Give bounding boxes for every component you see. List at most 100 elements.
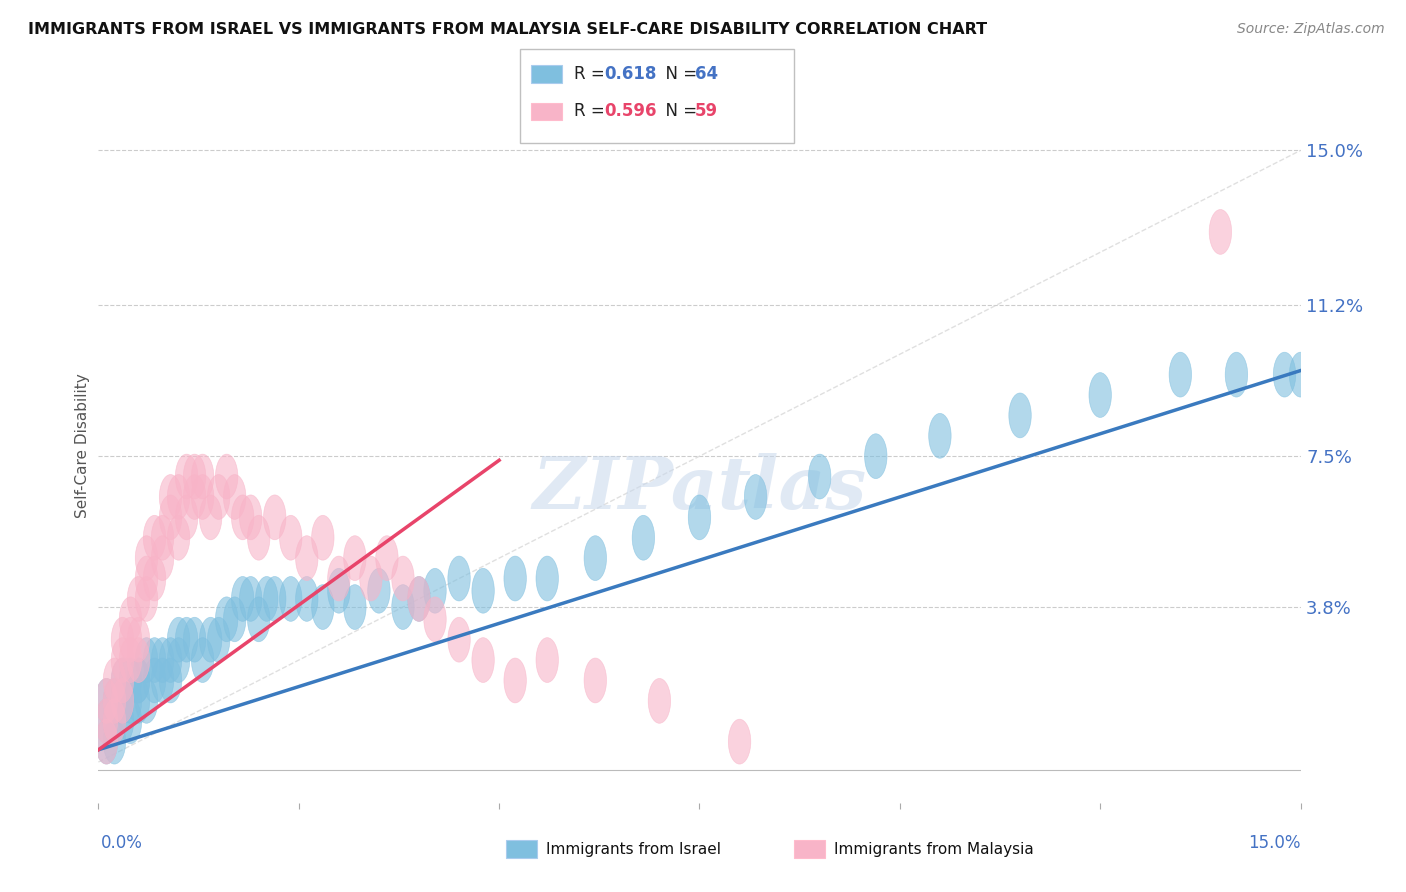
Text: 59: 59 [695, 103, 717, 120]
Ellipse shape [111, 617, 134, 662]
Ellipse shape [159, 495, 181, 540]
Ellipse shape [191, 475, 214, 519]
Ellipse shape [167, 617, 190, 662]
Ellipse shape [135, 556, 157, 601]
Ellipse shape [96, 679, 118, 723]
Ellipse shape [96, 679, 118, 723]
Y-axis label: Self-Care Disability: Self-Care Disability [75, 374, 90, 518]
Ellipse shape [128, 658, 149, 703]
Ellipse shape [583, 658, 606, 703]
Text: 0.618: 0.618 [605, 65, 657, 83]
Ellipse shape [152, 658, 174, 703]
Ellipse shape [536, 638, 558, 682]
Ellipse shape [183, 617, 205, 662]
Ellipse shape [143, 638, 166, 682]
Ellipse shape [103, 679, 125, 723]
Ellipse shape [423, 568, 446, 613]
Ellipse shape [472, 638, 495, 682]
Ellipse shape [135, 638, 157, 682]
Ellipse shape [96, 719, 118, 764]
Ellipse shape [128, 658, 149, 703]
Ellipse shape [120, 679, 142, 723]
Ellipse shape [343, 536, 366, 581]
Ellipse shape [183, 454, 205, 499]
Ellipse shape [120, 698, 142, 744]
Ellipse shape [111, 698, 134, 744]
Ellipse shape [360, 556, 382, 601]
Ellipse shape [280, 516, 302, 560]
Ellipse shape [120, 638, 142, 682]
Ellipse shape [120, 597, 142, 641]
Text: ZIPatlas: ZIPatlas [533, 453, 866, 524]
Ellipse shape [200, 617, 222, 662]
Ellipse shape [368, 568, 389, 613]
Ellipse shape [408, 576, 430, 622]
Ellipse shape [449, 617, 470, 662]
Ellipse shape [232, 576, 254, 622]
Ellipse shape [208, 475, 229, 519]
Ellipse shape [103, 679, 125, 723]
Ellipse shape [143, 556, 166, 601]
Ellipse shape [263, 495, 285, 540]
Ellipse shape [135, 576, 157, 622]
Ellipse shape [143, 516, 166, 560]
Ellipse shape [689, 495, 710, 540]
Ellipse shape [295, 576, 318, 622]
Ellipse shape [375, 536, 398, 581]
Text: 64: 64 [695, 65, 717, 83]
Ellipse shape [135, 536, 157, 581]
Ellipse shape [247, 597, 270, 641]
Ellipse shape [423, 597, 446, 641]
Ellipse shape [328, 556, 350, 601]
Ellipse shape [263, 576, 285, 622]
Ellipse shape [152, 516, 174, 560]
Ellipse shape [96, 719, 118, 764]
Ellipse shape [224, 475, 246, 519]
Ellipse shape [295, 536, 318, 581]
Ellipse shape [176, 454, 198, 499]
Text: N =: N = [655, 65, 703, 83]
Ellipse shape [472, 568, 495, 613]
Ellipse shape [583, 536, 606, 581]
Ellipse shape [247, 516, 270, 560]
Ellipse shape [215, 597, 238, 641]
Ellipse shape [176, 495, 198, 540]
Ellipse shape [215, 454, 238, 499]
Ellipse shape [128, 576, 149, 622]
Ellipse shape [128, 638, 149, 682]
Text: IMMIGRANTS FROM ISRAEL VS IMMIGRANTS FROM MALAYSIA SELF-CARE DISABILITY CORRELAT: IMMIGRANTS FROM ISRAEL VS IMMIGRANTS FRO… [28, 22, 987, 37]
Ellipse shape [143, 658, 166, 703]
Ellipse shape [536, 556, 558, 601]
Ellipse shape [103, 719, 125, 764]
Ellipse shape [200, 495, 222, 540]
Text: R =: R = [574, 103, 610, 120]
Ellipse shape [1225, 352, 1247, 397]
Ellipse shape [152, 638, 174, 682]
Ellipse shape [103, 698, 125, 744]
Ellipse shape [312, 584, 335, 630]
Ellipse shape [176, 617, 198, 662]
Ellipse shape [96, 698, 118, 744]
Ellipse shape [1289, 352, 1312, 397]
Ellipse shape [1170, 352, 1191, 397]
Ellipse shape [120, 617, 142, 662]
Ellipse shape [111, 658, 134, 703]
Ellipse shape [159, 658, 181, 703]
Text: Immigrants from Malaysia: Immigrants from Malaysia [834, 842, 1033, 856]
Ellipse shape [865, 434, 887, 479]
Text: Source: ZipAtlas.com: Source: ZipAtlas.com [1237, 22, 1385, 37]
Ellipse shape [328, 568, 350, 613]
Ellipse shape [111, 679, 134, 723]
Ellipse shape [159, 475, 181, 519]
Ellipse shape [111, 679, 134, 723]
Text: Immigrants from Israel: Immigrants from Israel [546, 842, 720, 856]
Ellipse shape [1090, 373, 1111, 417]
Ellipse shape [120, 658, 142, 703]
Ellipse shape [256, 576, 278, 622]
Ellipse shape [1010, 393, 1031, 438]
Ellipse shape [239, 576, 262, 622]
Ellipse shape [408, 576, 430, 622]
Ellipse shape [744, 475, 766, 519]
Ellipse shape [392, 584, 415, 630]
Text: 0.0%: 0.0% [101, 834, 143, 852]
